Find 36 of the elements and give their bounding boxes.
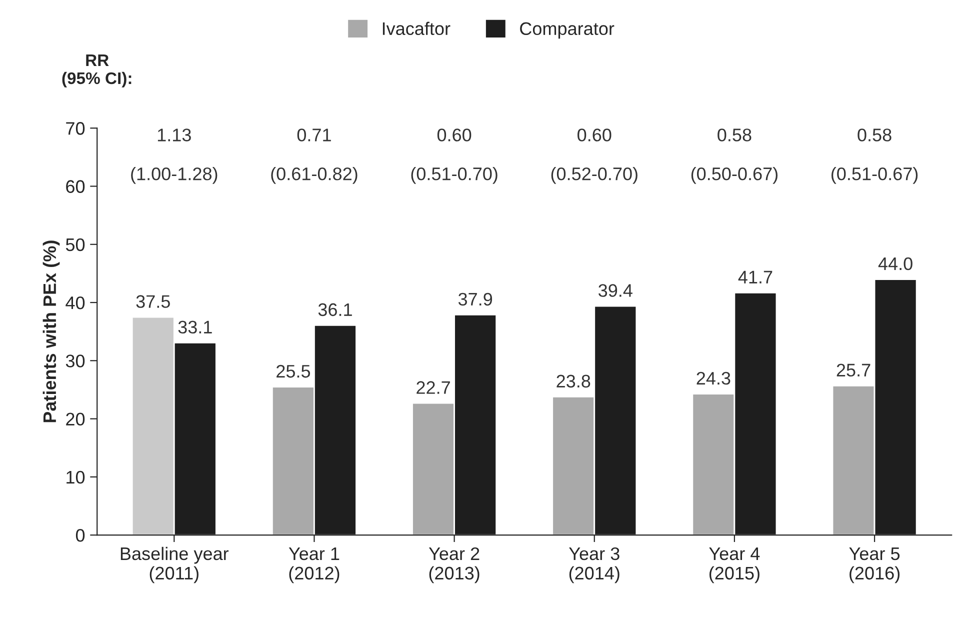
y-tick-label: 30	[66, 354, 85, 368]
data-label: 37.9	[458, 292, 492, 306]
data-label: 36.1	[318, 303, 352, 316]
x-tick-label: Baseline year (2011)	[120, 546, 229, 584]
x-tick-label: Year 5 (2016)	[849, 548, 900, 584]
text: 0.71 (0.61-0.82)	[271, 128, 358, 184]
x-tick-label: Year 3 (2014)	[569, 547, 620, 584]
y-tick-label: 50	[66, 238, 85, 252]
data-label: 41.7	[738, 270, 772, 284]
x-tick-label: Year 4 (2015)	[709, 548, 760, 584]
text: 0.60 (0.51-0.70)	[411, 128, 498, 184]
data-label: 24.3	[696, 372, 730, 385]
y-tick-label: 0	[76, 528, 85, 542]
y-tick-label: 10	[66, 470, 85, 484]
x-tick-label: Year 1 (2012)	[288, 548, 340, 584]
data-label: 33.1	[178, 320, 212, 334]
text: 1.13 (1.00-1.28)	[131, 128, 218, 184]
y-axis-title: Patients with PEx (%)	[42, 240, 60, 422]
data-label: 37.5	[136, 295, 170, 308]
data-label: 39.4	[598, 284, 632, 297]
y-tick-label: 70	[66, 122, 85, 135]
y-tick-label: 20	[66, 412, 85, 426]
x-tick-label: Year 2 (2013)	[428, 547, 480, 584]
text: 0.58 (0.50-0.67)	[691, 128, 778, 184]
data-label: 22.7	[416, 381, 450, 394]
text: RR (95% CI):	[62, 54, 132, 88]
y-tick-label: 40	[66, 296, 85, 310]
data-label: 23.8	[556, 374, 590, 388]
text: 0.60 (0.52-0.70)	[551, 128, 638, 184]
data-label: 25.7	[836, 364, 870, 377]
data-label: 44.0	[878, 257, 912, 270]
legend-label: Comparator	[520, 22, 614, 39]
y-tick-label: 60	[66, 180, 85, 193]
legend-label: Ivacaftor	[382, 22, 450, 36]
data-label: 25.5	[276, 364, 310, 378]
text: 0.58 (0.51-0.67)	[832, 128, 918, 184]
